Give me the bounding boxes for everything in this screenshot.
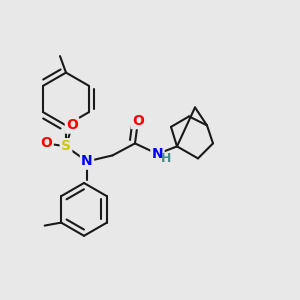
Text: O: O — [40, 136, 52, 150]
Text: N: N — [81, 154, 93, 168]
Text: N: N — [152, 147, 163, 161]
Text: O: O — [132, 114, 144, 128]
Text: O: O — [66, 118, 78, 132]
Text: S: S — [61, 140, 71, 153]
Text: H: H — [161, 152, 172, 165]
